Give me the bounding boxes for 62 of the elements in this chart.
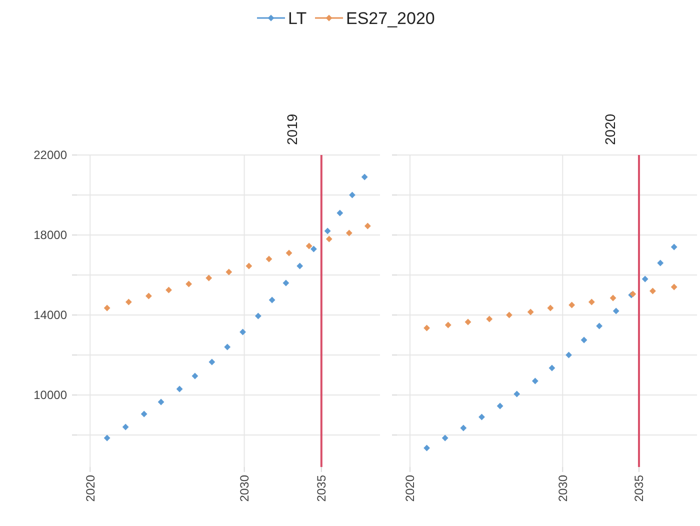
- point: [486, 316, 493, 322]
- point: [527, 308, 534, 316]
- point: [140, 410, 148, 418]
- x-tick-label: 2020: [83, 474, 98, 502]
- point: [226, 268, 232, 276]
- chart-title: 2019: [284, 114, 300, 145]
- point: [224, 344, 231, 350]
- point: [158, 398, 164, 406]
- point: [612, 308, 620, 314]
- point: [296, 262, 304, 270]
- point: [125, 298, 132, 306]
- point: [310, 246, 317, 252]
- point: [568, 302, 576, 308]
- point: [361, 174, 368, 180]
- point: [657, 260, 664, 266]
- legend-label: ES27_2020: [346, 8, 435, 28]
- point: [464, 318, 472, 326]
- x-tick-label: 2020: [403, 474, 418, 502]
- point: [254, 312, 262, 320]
- point: [208, 358, 216, 366]
- point: [146, 292, 152, 300]
- point: [104, 434, 110, 442]
- point: [496, 402, 504, 410]
- point: [642, 276, 648, 282]
- point: [246, 262, 252, 270]
- point: [326, 236, 332, 242]
- y-tick-label: 18000: [34, 228, 68, 242]
- point: [266, 256, 272, 262]
- point: [460, 424, 467, 432]
- point: [670, 284, 678, 290]
- point: [514, 390, 520, 398]
- point: [336, 210, 344, 216]
- point: [122, 424, 129, 430]
- y-tick-label: 14000: [34, 308, 68, 322]
- point: [670, 244, 678, 250]
- point: [286, 250, 292, 256]
- point: [588, 298, 595, 306]
- point: [444, 322, 452, 328]
- point: [282, 280, 290, 286]
- point: [268, 296, 276, 304]
- x-tick-label: 2035: [632, 474, 646, 502]
- x-tick-label: 2035: [314, 474, 329, 502]
- x-tick-label: 2030: [238, 474, 252, 502]
- point: [346, 230, 352, 236]
- chart-title: 2020: [602, 114, 618, 145]
- y-tick-label: 22000: [34, 148, 68, 162]
- point: [192, 372, 198, 380]
- point: [610, 294, 616, 302]
- x-tick-label: 2030: [556, 474, 570, 502]
- point: [176, 386, 183, 392]
- point: [580, 336, 588, 344]
- point: [104, 304, 110, 312]
- point: [306, 242, 312, 250]
- point: [442, 434, 448, 442]
- legend-label: LT: [288, 8, 307, 28]
- y-tick-label: 10000: [34, 388, 68, 402]
- point: [547, 304, 554, 312]
- point: [548, 364, 556, 372]
- point: [324, 228, 331, 234]
- point: [532, 378, 538, 384]
- point: [364, 222, 371, 230]
- point: [206, 274, 212, 282]
